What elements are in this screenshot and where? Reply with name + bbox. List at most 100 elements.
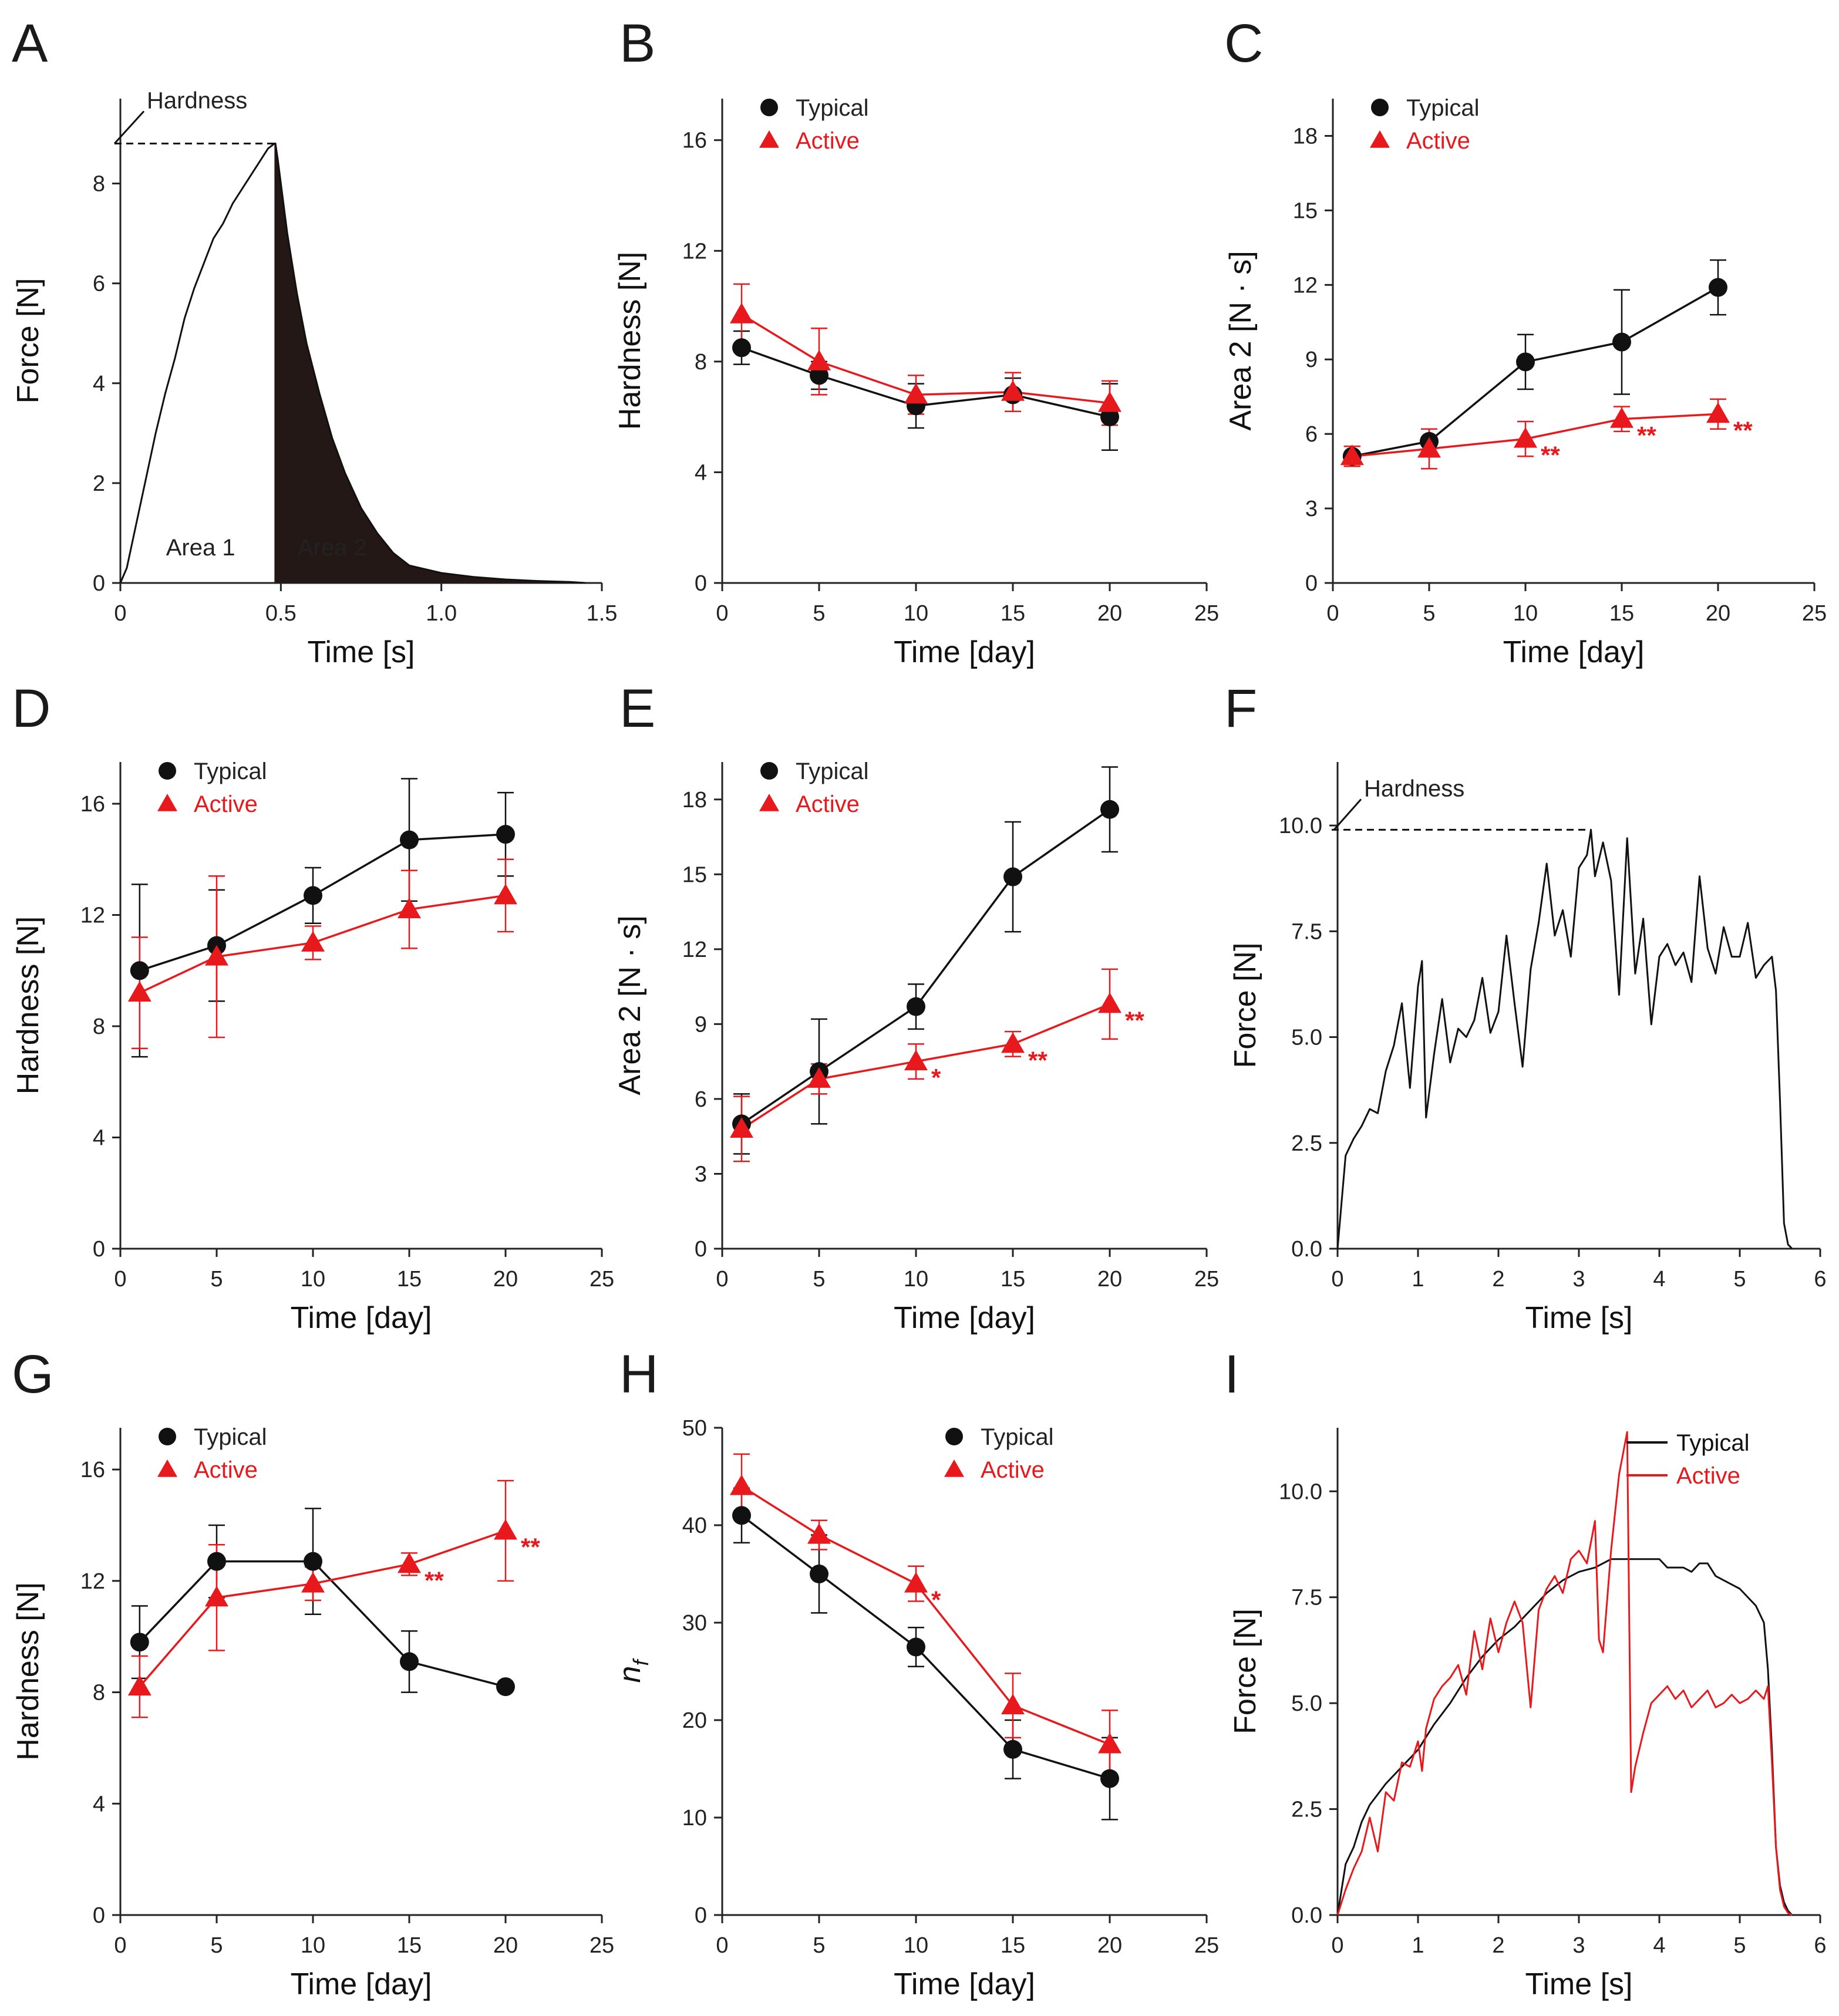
x-tick-label: 20 xyxy=(1706,601,1730,626)
x-axis-title: Time [day] xyxy=(894,1967,1035,2001)
x-tick-label: 5 xyxy=(1733,1933,1746,1958)
legend-marker-typical xyxy=(159,1428,176,1445)
y-tick-label: 6 xyxy=(1305,422,1318,447)
legend-marker-active xyxy=(944,1459,964,1477)
force-trace xyxy=(119,143,586,584)
marker-active xyxy=(730,1117,753,1138)
y-tick-label: 3 xyxy=(695,1162,707,1186)
marker-typical xyxy=(810,1565,828,1583)
x-tick-label: 5 xyxy=(210,1933,223,1958)
marker-typical xyxy=(1003,867,1022,886)
x-tick-label: 5 xyxy=(813,601,825,626)
series-line xyxy=(1352,286,1719,457)
y-tick-label: 0 xyxy=(93,571,105,596)
x-axis-title: Time [day] xyxy=(291,1967,432,2001)
y-tick-label: 0 xyxy=(695,1903,707,1928)
marker-active xyxy=(1001,380,1025,401)
marker-active xyxy=(494,1519,517,1540)
marker-active xyxy=(494,884,517,905)
y-tick-label: 6 xyxy=(695,1087,707,1112)
significance-mark: ** xyxy=(1028,1046,1048,1074)
panel-h: H 0 5 10 15 20 25 0 10 20 30 40 50 Time [day] nf * Typic… xyxy=(613,1344,1219,2001)
marker-active xyxy=(301,1572,325,1593)
legend-label-active: Active xyxy=(796,791,860,817)
legend-marker-typical xyxy=(1371,99,1389,116)
x-tick-label: 1.5 xyxy=(587,601,618,626)
series-typical xyxy=(733,1487,1118,1821)
marker-active xyxy=(1001,1694,1025,1715)
marker-typical xyxy=(1003,1739,1022,1759)
panel-e: E 0 5 10 15 20 25 0 3 6 9 12 15 18 Time [day] Area 2 [N… xyxy=(613,679,1219,1335)
series-line xyxy=(740,1515,1110,1780)
y-tick-label: 8 xyxy=(93,1681,105,1705)
y-tick-label: 30 xyxy=(682,1611,707,1636)
y-tick-label: 5.0 xyxy=(1291,1026,1322,1050)
series-active xyxy=(131,1479,514,1718)
y-tick-label: 4 xyxy=(93,1126,105,1151)
significance-mark: ** xyxy=(1125,1006,1144,1034)
x-tick-label: 15 xyxy=(397,1933,422,1958)
series-active xyxy=(733,968,1118,1162)
y-tick-label: 0 xyxy=(93,1237,105,1262)
y-tick-label: 9 xyxy=(695,1012,707,1037)
significance-mark: ** xyxy=(1541,441,1560,469)
y-tick-label: 12 xyxy=(682,239,707,264)
marker-active xyxy=(398,898,421,919)
panel-letter-i: I xyxy=(1224,1344,1240,1404)
x-tick-label: 1.0 xyxy=(426,601,457,626)
y-tick-label: 12 xyxy=(1293,273,1318,298)
y-axis-title: Force [N] xyxy=(11,278,45,404)
x-tick-label: 10 xyxy=(301,1267,325,1292)
panel-letter-a: A xyxy=(12,14,48,73)
x-tick-label: 5 xyxy=(1733,1267,1746,1292)
series-line xyxy=(139,1529,506,1688)
x-tick-label: 1 xyxy=(1412,1933,1424,1958)
x-tick-label: 0.5 xyxy=(265,601,297,626)
y-tick-label: 0 xyxy=(93,1903,105,1928)
x-tick-label: 10 xyxy=(904,1267,928,1292)
y-tick-label: 18 xyxy=(1293,124,1318,149)
legend-label-typical: Typical xyxy=(194,1424,267,1450)
legend-label-typical: Typical xyxy=(1406,95,1480,121)
legend-label-typical: Typical xyxy=(1676,1430,1750,1456)
panel-letter-f: F xyxy=(1224,679,1257,739)
y-tick-label: 3 xyxy=(1305,497,1318,521)
legend-label-typical: Typical xyxy=(981,1424,1054,1450)
force-trace-raw xyxy=(1336,828,1793,1250)
y-tick-label: 50 xyxy=(682,1416,707,1441)
marker-active xyxy=(904,1572,928,1593)
x-tick-label: 0 xyxy=(716,1933,728,1958)
marker-active xyxy=(127,981,151,1002)
marker-active xyxy=(807,349,831,370)
legend-label-active: Active xyxy=(194,791,258,817)
y-tick-label: 16 xyxy=(682,129,707,153)
x-tick-label: 25 xyxy=(590,1267,614,1292)
marker-active xyxy=(1610,407,1633,428)
y-tick-label: 16 xyxy=(80,792,105,817)
legend-marker-active xyxy=(157,794,177,811)
marker-active xyxy=(730,302,753,323)
area2-label: Area 2 xyxy=(298,535,367,561)
marker-active xyxy=(1340,444,1364,466)
x-axis-title: Time [day] xyxy=(291,1301,432,1335)
legend-label-active: Active xyxy=(1406,128,1470,154)
x-tick-label: 25 xyxy=(1194,1933,1219,1958)
x-axis-title: Time [s] xyxy=(1525,1967,1633,2001)
marker-typical xyxy=(1100,407,1119,427)
y-tick-label: 2 xyxy=(93,471,105,496)
marker-typical xyxy=(732,338,751,358)
legend-label-active: Active xyxy=(981,1457,1045,1483)
x-axis-title: Time [day] xyxy=(894,1301,1035,1335)
panel-b: B 0 5 10 15 20 25 0 4 8 12 16 Time [day] Hardness [N]… xyxy=(613,14,1219,669)
marker-typical xyxy=(496,1677,515,1697)
legend-marker-active xyxy=(759,794,779,811)
marker-typical xyxy=(304,886,322,905)
x-tick-label: 25 xyxy=(1802,601,1827,626)
x-tick-label: 4 xyxy=(1653,1933,1665,1958)
x-tick-label: 10 xyxy=(1513,601,1538,626)
x-tick-label: 15 xyxy=(1001,1267,1025,1292)
marker-typical xyxy=(1709,278,1727,297)
x-tick-label: 10 xyxy=(904,1933,928,1958)
marker-typical xyxy=(1516,352,1535,372)
